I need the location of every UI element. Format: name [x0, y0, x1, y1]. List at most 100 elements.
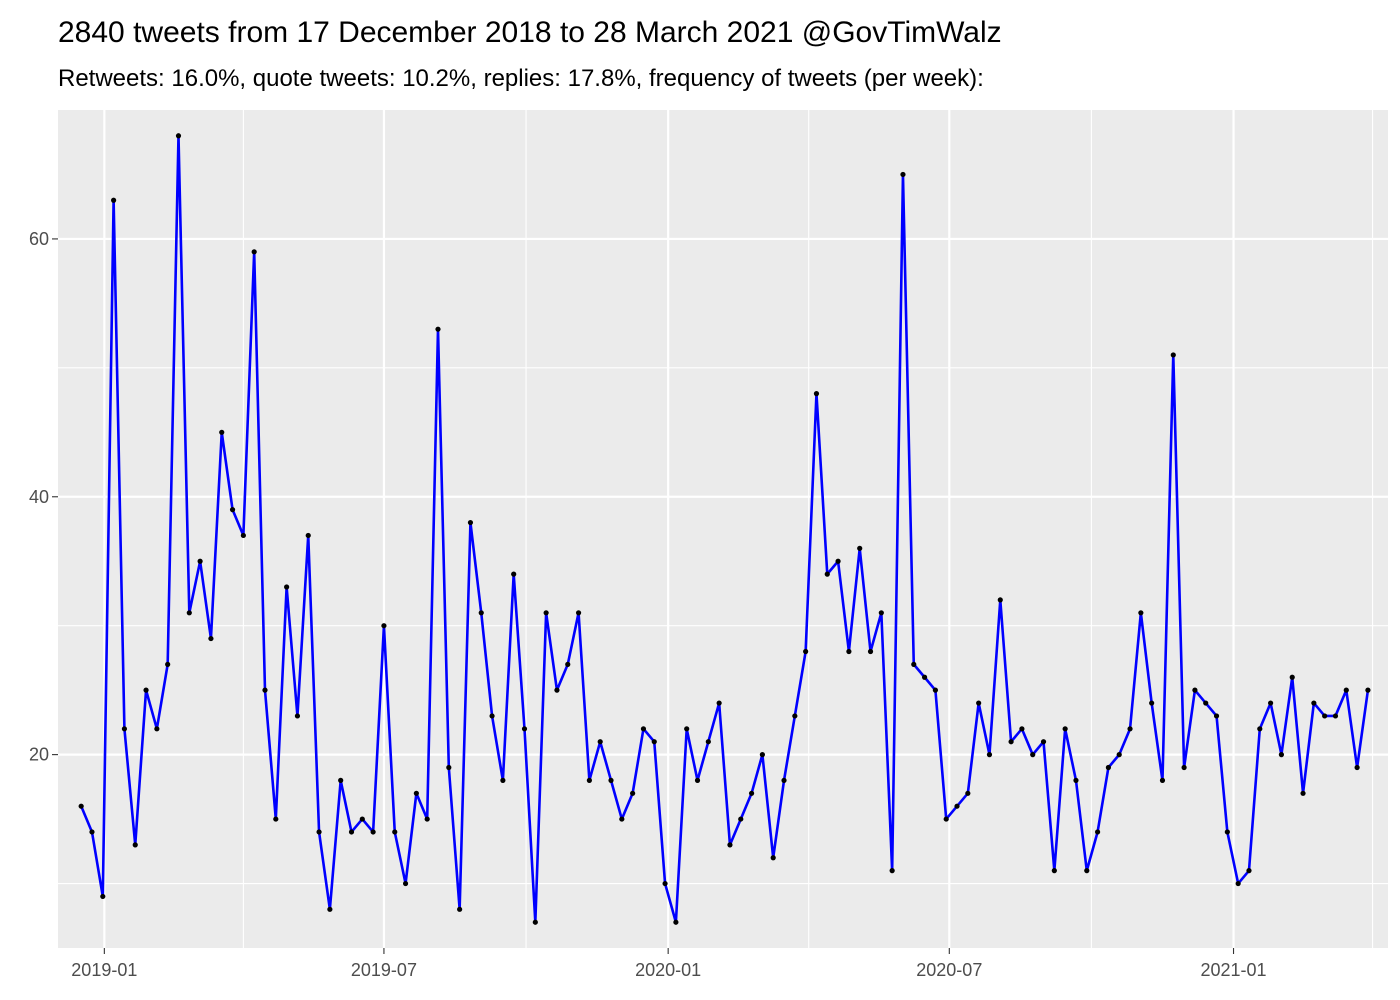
data-point [1149, 700, 1155, 706]
y-axis: 20 40 60 [29, 229, 58, 765]
data-point [284, 584, 290, 590]
data-point [132, 842, 138, 848]
data-point [359, 816, 365, 822]
data-point [738, 816, 744, 822]
data-point [229, 507, 236, 513]
data-point [111, 197, 117, 203]
data-point [651, 739, 657, 745]
data-point [478, 610, 484, 616]
data-point [1257, 726, 1263, 732]
data-point [1127, 726, 1133, 732]
data-point [1224, 829, 1230, 835]
data-point [435, 326, 441, 332]
data-point [781, 777, 787, 784]
data-point [846, 648, 852, 655]
data-point [997, 597, 1003, 603]
series-layer [79, 134, 1370, 924]
data-point [943, 816, 949, 822]
data-point [727, 842, 733, 848]
data-point [954, 803, 960, 809]
data-point [402, 880, 409, 887]
data-point [597, 739, 603, 745]
data-point [976, 700, 982, 706]
data-point [630, 790, 636, 796]
y-tick-label: 40 [29, 487, 49, 507]
data-point [1289, 674, 1295, 680]
data-point [1181, 764, 1187, 771]
data-point [640, 726, 647, 732]
data-point [305, 532, 311, 539]
data-point [424, 816, 430, 822]
data-point [1019, 726, 1025, 732]
data-point [662, 880, 668, 887]
data-point [521, 726, 528, 732]
chart-subtitle: Retweets: 16.0%, quote tweets: 10.2%, re… [58, 65, 984, 92]
data-point [1268, 700, 1274, 706]
data-point [965, 790, 971, 796]
data-point [911, 661, 917, 667]
data-point [1094, 829, 1101, 835]
data-point [1246, 868, 1252, 874]
data-point [1343, 687, 1349, 693]
data-point [467, 519, 474, 526]
data-point [889, 868, 895, 874]
data-point [143, 687, 149, 693]
data-point [1030, 752, 1036, 758]
data-point [824, 571, 830, 577]
data-point [392, 829, 398, 835]
data-point [705, 739, 711, 745]
data-point [803, 648, 809, 655]
data-point [338, 777, 344, 784]
data-point [835, 558, 841, 564]
data-point [532, 919, 538, 925]
data-point [208, 635, 214, 642]
data-point [1170, 352, 1176, 358]
data-point [1354, 764, 1360, 771]
data-point [240, 532, 246, 539]
data-point [565, 661, 571, 667]
data-point [608, 777, 614, 784]
data-point [1116, 752, 1122, 758]
data-point [932, 687, 939, 693]
data-point [619, 816, 625, 822]
series-line [79, 134, 1370, 924]
data-point [1278, 752, 1285, 758]
data-point [792, 713, 798, 719]
data-point [1040, 739, 1047, 745]
x-tick-label: 2020-07 [916, 960, 982, 980]
data-point [186, 610, 192, 616]
data-point [986, 752, 993, 758]
data-point [748, 790, 755, 796]
data-point [813, 391, 820, 397]
data-point [921, 674, 928, 680]
data-point [154, 726, 160, 732]
data-point [500, 777, 506, 784]
data-point [900, 171, 906, 178]
data-point [1365, 687, 1371, 693]
data-point [716, 700, 722, 706]
data-point [1300, 790, 1306, 796]
data-point [1322, 713, 1328, 719]
data-point [867, 648, 874, 655]
data-point [554, 687, 560, 693]
x-tick-label: 2019-07 [351, 960, 417, 980]
data-point [1203, 700, 1209, 706]
data-point [759, 752, 765, 758]
y-tick-label: 20 [29, 745, 49, 765]
data-point [370, 829, 376, 835]
data-point [1051, 868, 1057, 874]
data-point [175, 133, 182, 139]
data-point [251, 249, 257, 255]
data-point [694, 777, 701, 784]
data-point [1332, 713, 1339, 719]
data-point [1159, 777, 1166, 784]
data-point [100, 893, 106, 900]
data-point [878, 610, 884, 616]
data-point [857, 545, 863, 551]
data-point [197, 558, 203, 564]
data-point [413, 790, 419, 796]
data-point [381, 623, 387, 629]
data-point [121, 726, 128, 732]
x-tick-label: 2020-01 [635, 960, 701, 980]
